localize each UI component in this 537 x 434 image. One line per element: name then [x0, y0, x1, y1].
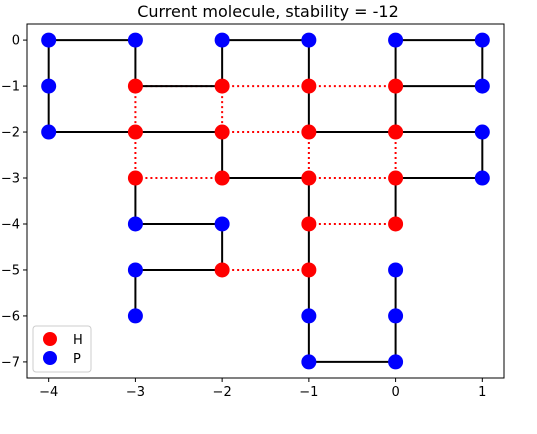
residue-p-31	[127, 308, 143, 324]
y-tick-label-0: 0	[12, 34, 20, 49]
residue-p-11	[474, 78, 490, 94]
y-tick-label-3: −3	[1, 172, 20, 187]
residue-h-16	[388, 124, 404, 140]
residue-p-3	[301, 32, 317, 48]
residue-p-0	[41, 32, 57, 48]
x-tick-label-5: 1	[478, 385, 486, 400]
y-tick-label-7: −7	[1, 355, 20, 370]
residue-h-14	[214, 124, 230, 140]
residue-p-30	[388, 262, 404, 278]
chart-title: Current molecule, stability = -12	[137, 2, 399, 21]
x-tick-label-1: −3	[126, 385, 145, 400]
residue-h-20	[301, 170, 317, 186]
y-tick-label-4: −4	[1, 217, 20, 232]
legend-marker-p	[43, 351, 57, 365]
legend-marker-h	[43, 332, 57, 346]
residue-h-19	[214, 170, 230, 186]
residue-p-35	[388, 354, 404, 370]
y-tick-label-2: −2	[1, 126, 20, 141]
x-tick-label-3: −1	[299, 385, 318, 400]
y-tick-label-1: −1	[1, 80, 20, 95]
legend-label-p: P	[73, 352, 81, 367]
residue-h-9	[301, 78, 317, 94]
residue-p-22	[474, 170, 490, 186]
x-tick-label-0: −4	[39, 385, 58, 400]
legend: H P	[32, 325, 92, 373]
residue-p-32	[301, 308, 317, 324]
y-tick-label-6: −6	[1, 309, 20, 324]
residue-h-10	[388, 78, 404, 94]
y-tick-label-5: −5	[1, 263, 20, 278]
residue-p-17	[474, 124, 490, 140]
residue-p-1	[127, 32, 143, 48]
residue-p-34	[301, 354, 317, 370]
legend-label-h: H	[73, 333, 83, 348]
residue-h-18	[127, 170, 143, 186]
residue-p-27	[127, 262, 143, 278]
residue-p-33	[388, 308, 404, 324]
y-axis-ticks: 0 −1 −2 −3 −4 −5 −6 −7	[1, 34, 27, 370]
residue-h-7	[127, 78, 143, 94]
residue-h-25	[301, 216, 317, 232]
residue-p-2	[214, 32, 230, 48]
x-axis-ticks: −4 −3 −2 −1 0 1	[39, 378, 486, 400]
residue-p-4	[388, 32, 404, 48]
residue-p-6	[41, 78, 57, 94]
residue-h-8	[214, 78, 230, 94]
residue-p-23	[127, 216, 143, 232]
chain-layer	[47, 39, 484, 363]
residue-h-15	[301, 124, 317, 140]
plot-frame	[26, 23, 505, 379]
residue-h-26	[388, 216, 404, 232]
residue-p-5	[474, 32, 490, 48]
x-tick-label-4: 0	[391, 385, 399, 400]
residue-h-28	[214, 262, 230, 278]
residue-h-13	[127, 124, 143, 140]
residue-h-29	[301, 262, 317, 278]
points-layer	[41, 32, 490, 370]
residue-p-12	[41, 124, 57, 140]
x-tick-label-2: −2	[213, 385, 232, 400]
residue-h-21	[388, 170, 404, 186]
residue-p-24	[214, 216, 230, 232]
